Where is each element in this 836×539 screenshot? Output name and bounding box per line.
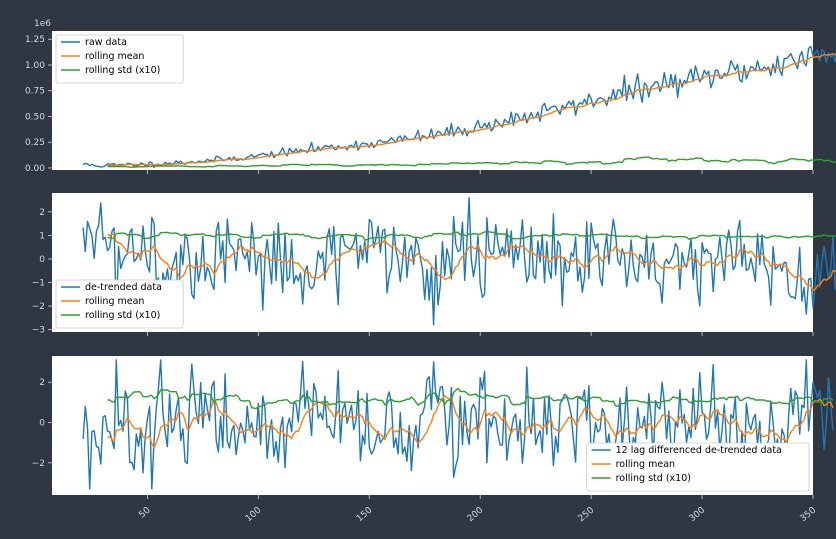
legend-label: 12 lag differenced de-trended data	[616, 445, 782, 456]
x-tick-label: 150	[355, 505, 375, 524]
y-tick-label: 1.25	[25, 35, 45, 45]
legend-label: rolling std (x10)	[616, 473, 691, 484]
y-tick-label: 0.75	[25, 87, 45, 97]
legend-box	[586, 442, 810, 492]
x-tick-label: 300	[688, 505, 708, 524]
y-tick-label: 2	[39, 208, 45, 218]
legend: de-trended data rolling mean rolling std (…	[55, 279, 184, 329]
y-tick-label: 0.00	[25, 164, 45, 174]
x-tick-label: 350	[799, 505, 819, 524]
legend: 12 lag differenced de-trended data rollin…	[586, 442, 810, 492]
x-tick-label: 250	[577, 505, 597, 524]
y-tick-label: −3	[32, 326, 45, 336]
legend-label: de-trended data	[85, 282, 162, 293]
series-line-rolling-mean	[107, 52, 836, 166]
legend-label: rolling mean	[85, 51, 144, 62]
x-tick-label: 100	[244, 505, 264, 524]
y-tick-label: 0.25	[25, 138, 45, 148]
legend-label: rolling std (x10)	[85, 65, 160, 76]
y-tick-label: −2	[32, 302, 45, 312]
series-line-rolling-mean	[107, 233, 836, 291]
y-tick-label: 2	[39, 378, 45, 388]
y-tick-label: 0	[39, 418, 45, 428]
legend-box	[55, 34, 184, 84]
panel-2: 2 1 0 −1 −2 −3 de-trended data rolling mean roll…	[32, 193, 836, 336]
x-tick-label: 50	[137, 505, 152, 520]
panel-1: 0.00 0.25 0.50 0.75 1.00 1.25 1e6 raw data rolli…	[25, 19, 836, 174]
y-tick-label: −1	[32, 279, 45, 289]
legend-label: rolling mean	[85, 296, 144, 307]
x-tick-label: 200	[466, 505, 486, 524]
legend-label: rolling std (x10)	[85, 310, 160, 321]
series-line-rolling-std-x10-	[107, 156, 836, 168]
legend-box	[55, 279, 184, 329]
series-line-rolling-mean	[107, 394, 834, 449]
series-line-rolling-std-x10-	[107, 387, 834, 410]
y-offset-label: 1e6	[34, 19, 51, 29]
panel-3: 2 0 −2 50 100 150 200 250 300 350 12 lag differenc…	[32, 356, 834, 524]
legend-label: raw data	[85, 37, 127, 48]
y-tick-label: 1	[39, 231, 45, 241]
y-tick-label: 0.50	[25, 112, 45, 122]
y-tick-label: 0	[39, 255, 45, 265]
series-line-rolling-std-x10-	[107, 230, 836, 241]
legend-label: rolling mean	[616, 459, 675, 470]
series-line-de-trended-data	[82, 197, 836, 326]
y-tick-label: 1.00	[25, 61, 45, 71]
legend: raw data rolling mean rolling std (x10)	[55, 34, 184, 84]
y-tick-label: −2	[32, 459, 45, 469]
series-line-raw-data	[82, 45, 836, 169]
